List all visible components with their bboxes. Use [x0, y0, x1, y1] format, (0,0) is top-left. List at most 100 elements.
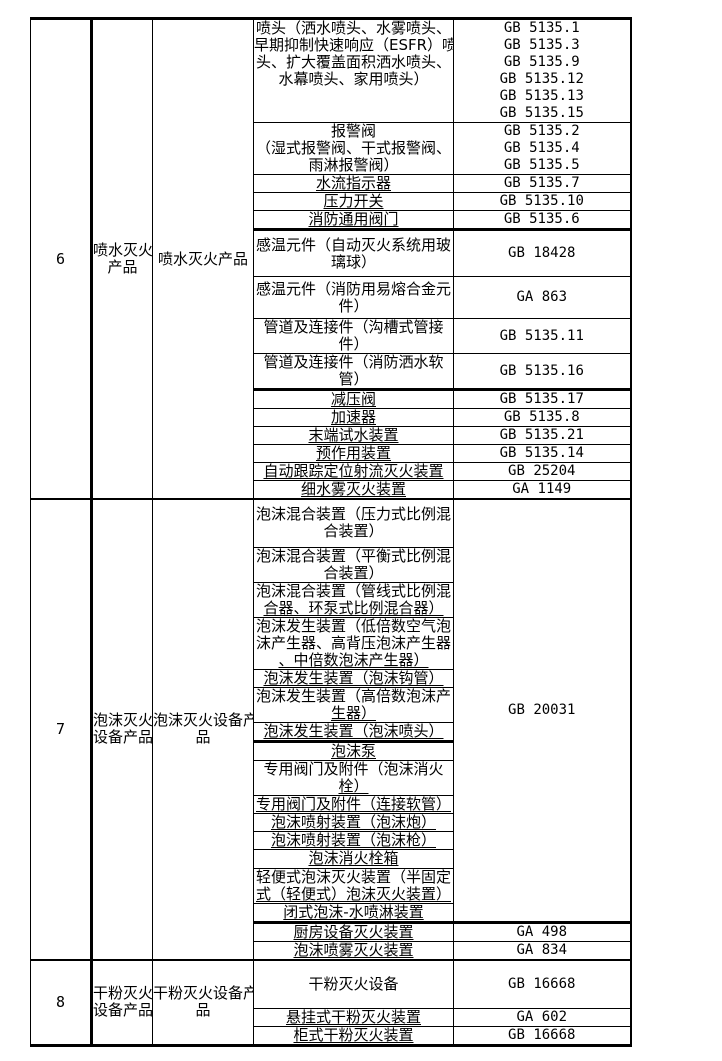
product-cell: 厨房设备灭火装置: [253, 921, 454, 942]
standard-cell: GB 5135.7: [453, 174, 631, 193]
product-cell: 压力开关: [253, 192, 454, 211]
text-line: 泡沫混合装置（平衡式比例混: [255, 547, 451, 565]
table-row: 闭式泡沫-水喷淋装置: [31, 902, 631, 924]
text-line: 管道及连接件（消防洒水软: [263, 353, 444, 371]
standard-cell: GB 5135.11: [453, 318, 631, 354]
product-cell: 管道及连接件（沟槽式管接 件）: [253, 318, 454, 354]
text-line: 压力开关: [323, 192, 384, 210]
table-row: 感温元件（自动灭火系统用玻 璃球） GB 18428: [31, 229, 631, 277]
text-line: 水流指示器: [315, 174, 391, 192]
row-number-cell: 6: [30, 18, 93, 500]
text-line: 喷水灭火: [93, 241, 153, 259]
text-line: 闭式泡沫-水喷淋装置: [283, 903, 424, 921]
text-line: 沫产生器、高背压泡沫产生器: [255, 633, 451, 652]
product-cell: 泡沫泵: [253, 740, 454, 761]
text-line: 品: [195, 728, 211, 747]
product-cell: 细水雾灭火装置: [253, 480, 454, 500]
text-line: GB 16668: [508, 975, 576, 992]
standard-cell: GB 5135.21: [453, 426, 631, 445]
table-row: 末端试水装置 GB 5135.21: [31, 426, 631, 445]
standard-cell: GB 5135.6: [453, 210, 631, 231]
subcategory-cell: 喷水灭火产品: [152, 18, 254, 500]
text-line: GB 5135.17: [499, 391, 584, 407]
text-line: 件）: [338, 296, 369, 315]
text-line: 专用阀门及附件（连接软管）: [255, 795, 451, 813]
text-line: 生器）: [330, 703, 376, 722]
text-line: 感温元件（消防用易熔合金元: [255, 279, 451, 298]
text-line: 泡沫喷射装置（泡沫炮）: [270, 813, 436, 831]
product-cell: 管道及连接件（消防洒水软 管）: [253, 353, 454, 391]
text-line: 干粉灭火设备: [308, 974, 399, 993]
table-row: 泡沫喷雾灭火装置 GA 834: [31, 940, 631, 961]
product-cell: 泡沫发生装置（低倍数空气泡 沫产生器、高背压泡沫产生器 、中倍数泡沫产生器）: [253, 616, 454, 670]
product-cell: 专用阀门及附件（连接软管）: [253, 794, 454, 814]
product-cell: 悬挂式干粉灭火装置: [253, 1008, 454, 1027]
text-line: 泡沫喷射装置（泡沫枪）: [270, 831, 436, 849]
text-line: 璃球）: [330, 252, 376, 271]
text-line: 柜式干粉灭火装置: [293, 1026, 414, 1044]
product-cell: 感温元件（自动灭火系统用玻 璃球）: [253, 229, 454, 277]
standard-cell: GB 16668: [453, 1026, 631, 1047]
text-line: 泡沫喷雾灭火装置: [293, 941, 414, 959]
text-line: 8: [55, 992, 66, 1011]
table-row: 感温元件（消防用易熔合金元 件） GA 863: [31, 276, 631, 319]
text-line: 管道及连接件（沟槽式管接: [263, 318, 444, 336]
text-line: 泡沫灭火设备产: [153, 711, 254, 730]
table-row: 消防通用阀门 GB 5135.6: [31, 210, 631, 231]
text-line: 泡沫灭火: [93, 711, 153, 730]
table-row: 7 泡沫灭火 设备产品 泡沫灭火设备产品泡沫混合装置（压力式比例混 合装置） GB 200…: [30, 498, 631, 961]
text-line: 7: [55, 719, 66, 738]
product-cell: 泡沫发生装置（高倍数泡沫产 生器）: [253, 686, 454, 723]
text-line: GB 5135.6: [503, 211, 580, 227]
fire-products-standards-table: 6 喷水灭火 产品 喷水灭火产品 喷头（洒水喷头、水雾喷头、 早期抑制快速响应（ESFR）…: [30, 17, 632, 1047]
table-row: 泡沫发生装置（泡沫喷头）: [31, 721, 631, 743]
table-row: 泡沫泵: [31, 740, 631, 761]
text-line: 自动跟踪定位射流灭火装置: [263, 462, 444, 480]
standard-cell: GB 5135.14: [453, 444, 631, 463]
product-cell: 预作用装置: [253, 444, 454, 463]
product-cell: 消防通用阀门: [253, 210, 454, 231]
text-line: 末端试水装置: [308, 426, 399, 444]
text-line: 报警阀: [330, 122, 376, 140]
standard-cell: GA 602: [453, 1008, 631, 1027]
text-line: 喷头（洒水喷头、水雾喷头、: [255, 19, 451, 37]
standard-cell-merged: GB 20031: [453, 498, 631, 924]
text-line: 专用阀门及附件（泡沫消火: [263, 760, 444, 778]
standard-cell: GA 863: [453, 276, 631, 319]
product-cell: 感温元件（消防用易熔合金元 件）: [253, 276, 454, 319]
text-line: 式（轻便式）泡沫灭火装置）: [255, 884, 451, 903]
table-row: 轻便式泡沫灭火装置（半固定 式（轻便式）泡沫灭火装置）: [31, 867, 631, 904]
text-line: 悬挂式干粉灭火装置: [285, 1008, 421, 1026]
text-line: GA 834: [516, 941, 568, 958]
standard-cell: GB 5135.2 GB 5135.4 GB 5135.5: [453, 122, 631, 175]
text-line: 喷水灭火产品: [157, 249, 248, 268]
product-cell: 泡沫混合装置（平衡式比例混 合装置）: [253, 546, 454, 583]
standard-cell: GA 1149: [453, 480, 631, 500]
text-line: GB 5135.14: [499, 445, 584, 462]
category-cell: 喷水灭火 产品: [91, 18, 153, 500]
standard-cell: GB 5135.10: [453, 192, 631, 211]
text-line: GA 602: [516, 1009, 568, 1026]
text-line: 减压阀: [330, 390, 376, 408]
standard-cell: GB 5135.8: [453, 408, 631, 427]
product-cell: 柜式干粉灭火装置: [253, 1026, 454, 1047]
product-cell: 闭式泡沫-水喷淋装置: [253, 902, 454, 924]
product-cell: 泡沫混合装置（管线式比例混 合器、环泵式比例混合器）: [253, 581, 454, 618]
text-line: GB 5135.7: [503, 175, 580, 192]
text-line: 品: [195, 1001, 211, 1020]
product-cell: 泡沫喷射装置（泡沫枪）: [253, 830, 454, 850]
text-line: GB 5135.15: [499, 105, 584, 121]
text-line: 消防通用阀门: [308, 210, 399, 228]
text-line: GB 5135.3: [503, 37, 580, 53]
text-line: 细水雾灭火装置: [300, 480, 406, 498]
text-line: GB 5135.12: [499, 71, 584, 87]
table-row: 泡沫混合装置（平衡式比例混 合装置）: [31, 546, 631, 583]
table-row: 6 喷水灭火 产品 喷水灭火产品 喷头（洒水喷头、水雾喷头、 早期抑制快速响应（ESFR）…: [30, 18, 631, 500]
text-line: 件）: [338, 335, 369, 353]
text-line: 泡沫泵: [330, 741, 376, 760]
text-line: GB 5135.11: [499, 327, 584, 344]
table-row: 自动跟踪定位射流灭火装置 GB 25204: [31, 462, 631, 481]
text-line: 产品: [107, 258, 138, 276]
product-cell: 报警阀 （湿式报警阀、干式报警阀、 雨淋报警阀）: [253, 122, 454, 175]
text-line: GB 5135.10: [499, 193, 584, 210]
